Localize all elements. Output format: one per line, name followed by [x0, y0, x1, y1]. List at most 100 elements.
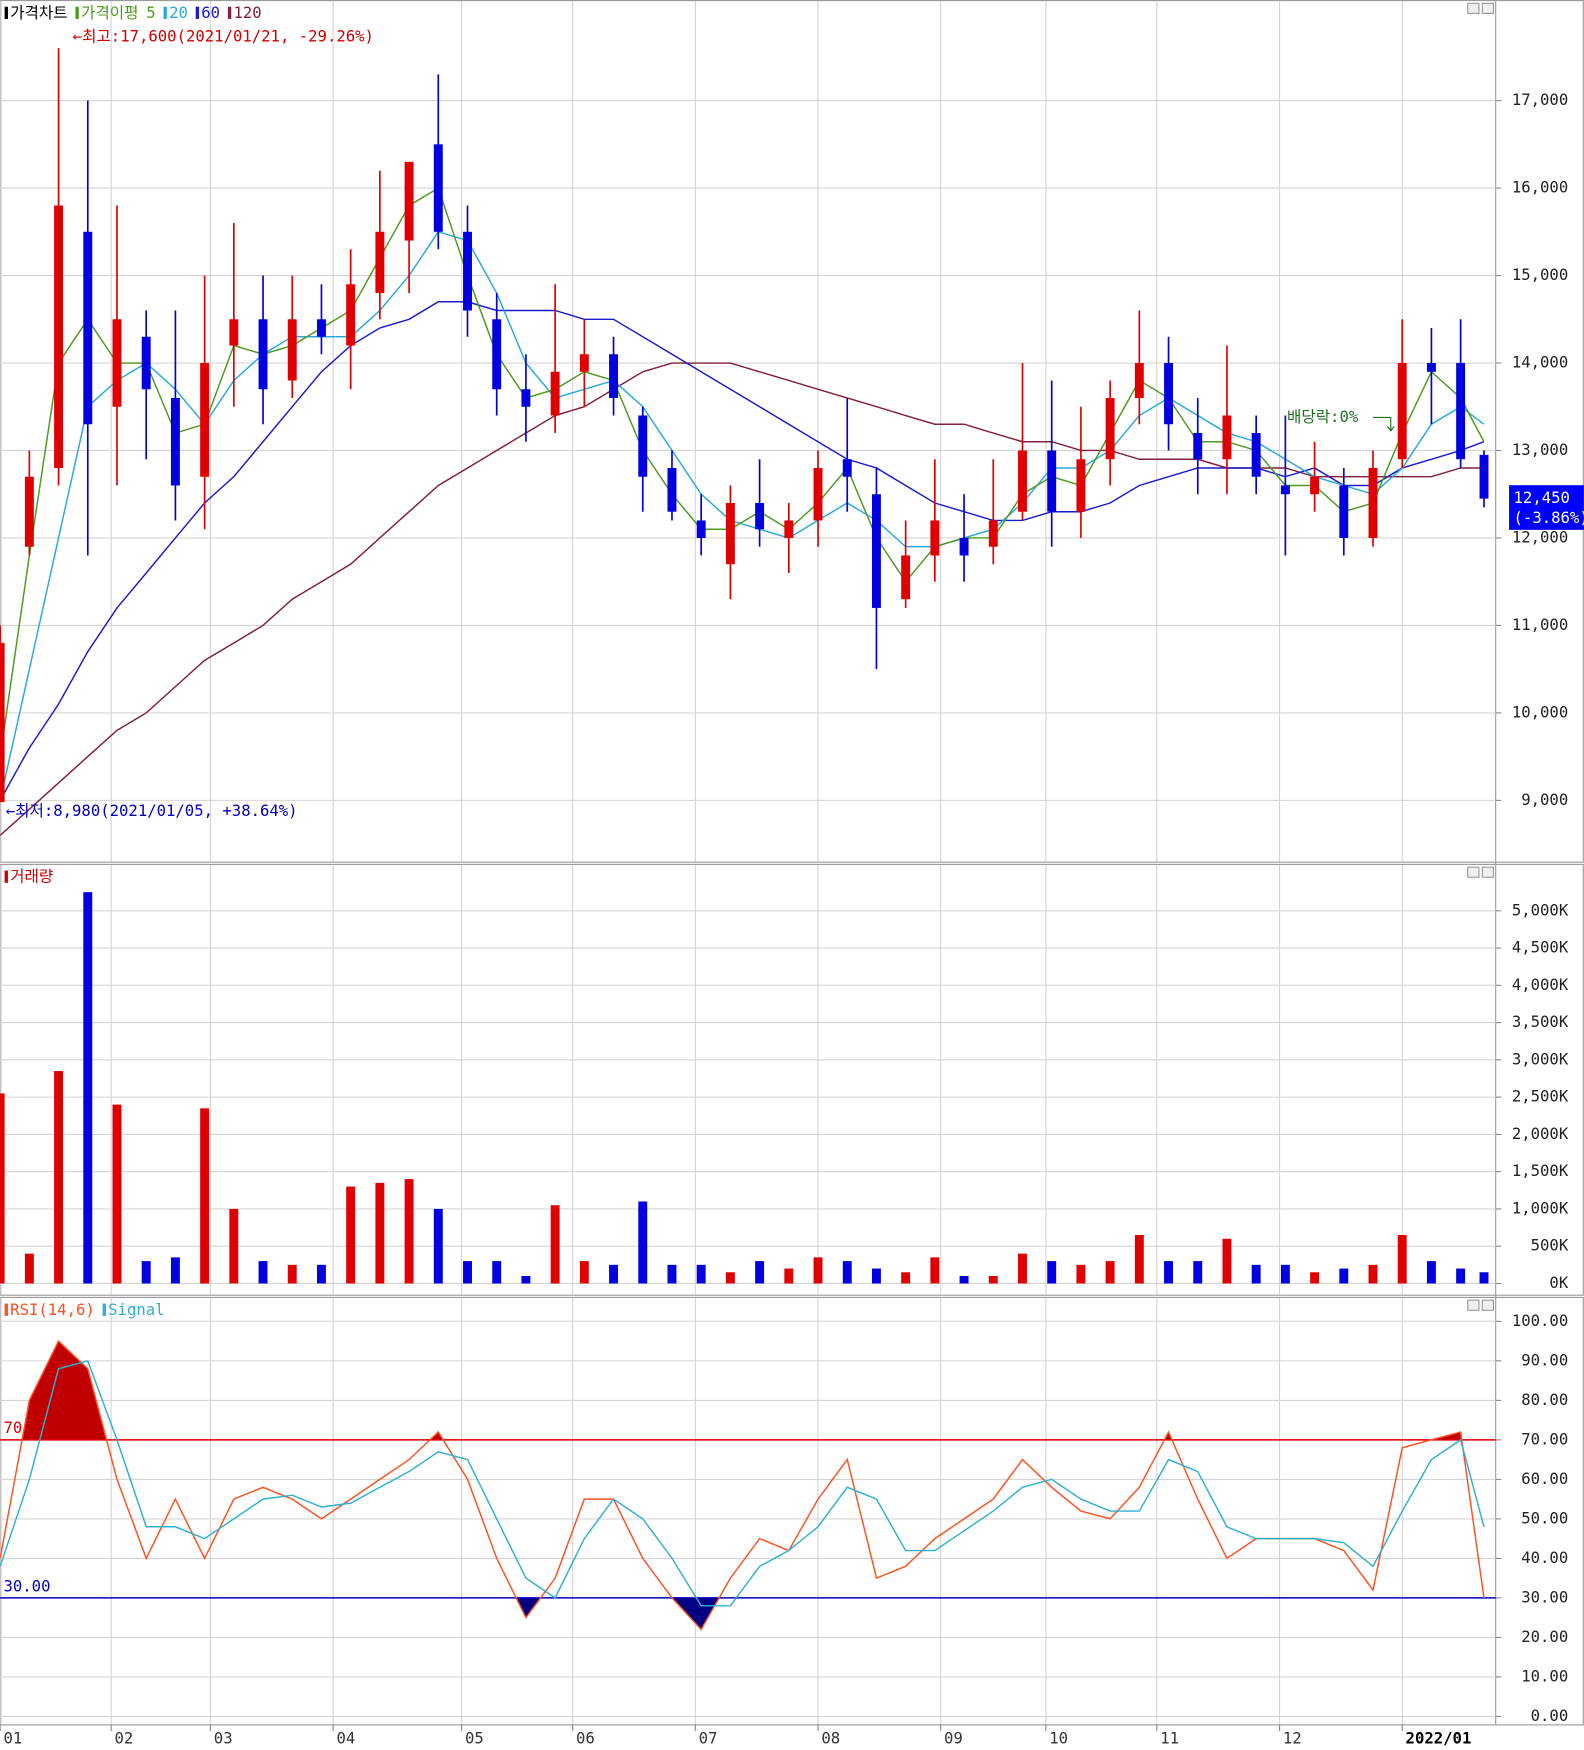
volume-bar	[609, 1264, 619, 1284]
volume-bar	[83, 892, 93, 1284]
volume-bar	[316, 1264, 326, 1284]
volume-bar	[1018, 1253, 1027, 1284]
x-tick-label: 10	[1049, 1729, 1068, 1747]
candle-body	[1426, 363, 1436, 372]
volume-bar	[521, 1276, 531, 1284]
x-tick-label: 06	[576, 1729, 595, 1747]
x-tick-label: 09	[944, 1729, 963, 1747]
candle-body	[83, 231, 93, 425]
y-tick-label: 70.00	[1521, 1430, 1568, 1448]
candle-body	[463, 231, 472, 311]
panel-minimize[interactable]	[1467, 866, 1480, 878]
candle-body	[1134, 363, 1144, 399]
candle-body	[1368, 467, 1378, 538]
volume-bar	[784, 1268, 794, 1284]
y-tick-label: 0.00	[1531, 1707, 1569, 1725]
y-tick-label: 20.00	[1521, 1628, 1568, 1646]
y-tick-label: 5,000K	[1512, 901, 1569, 919]
candle-body	[988, 520, 998, 547]
panel-minimize[interactable]	[1467, 2, 1480, 14]
y-tick-label: 4,000K	[1512, 976, 1569, 994]
y-tick-label: 2,000K	[1512, 1125, 1569, 1143]
panel-minimize[interactable]	[1467, 1299, 1480, 1311]
y-tick-label: 0K	[1549, 1274, 1568, 1292]
volume-bar	[1105, 1261, 1115, 1284]
candle-body	[1310, 476, 1320, 495]
reference-label: 70	[3, 1419, 22, 1437]
volume-bar	[579, 1261, 589, 1284]
x-tick-label: 04	[336, 1729, 355, 1747]
panel-close[interactable]	[1481, 1299, 1495, 1311]
volume-bar	[200, 1108, 210, 1284]
volume-bar	[1076, 1264, 1086, 1284]
y-tick-label: 16,000	[1512, 179, 1568, 197]
volume-bar	[433, 1208, 443, 1284]
x-tick-label: 12	[1283, 1729, 1302, 1747]
volume-bar	[492, 1261, 502, 1284]
y-tick-label: 50.00	[1521, 1509, 1568, 1527]
volume-bar	[901, 1272, 911, 1284]
candle-body	[755, 502, 765, 530]
volume-bar	[638, 1201, 648, 1284]
y-tick-label: 500K	[1531, 1237, 1569, 1255]
reference-label: 30.00	[3, 1577, 50, 1595]
candle-body	[229, 319, 239, 346]
legend-label: 120	[233, 4, 261, 22]
volume-bar	[930, 1257, 940, 1284]
moving-average-line	[0, 301, 1485, 801]
candle-body	[1018, 450, 1027, 512]
volume-bar	[54, 1071, 64, 1284]
volume-bar	[1164, 1261, 1173, 1284]
x-tick-label: 2022/01	[1406, 1729, 1472, 1747]
volume-bar	[24, 1253, 34, 1284]
volume-bar	[258, 1261, 268, 1284]
candle-body	[200, 363, 210, 477]
volume-bar	[229, 1208, 239, 1284]
legend-swatch	[4, 6, 8, 19]
candle-body	[696, 520, 706, 538]
legend-swatch	[195, 6, 200, 19]
candle-body	[1105, 398, 1115, 460]
x-tick-label: 03	[214, 1729, 233, 1747]
candle-body	[1397, 363, 1407, 460]
candle-body	[0, 642, 5, 803]
volume-bar	[959, 1276, 969, 1284]
panel-close[interactable]	[1481, 2, 1495, 14]
y-tick-label: 10,000	[1512, 703, 1568, 721]
volume-bar	[1426, 1261, 1436, 1284]
candle-body	[1456, 363, 1466, 460]
last-price: 12,450	[1514, 489, 1570, 507]
volume-bar	[375, 1182, 385, 1284]
y-tick-label: 10.00	[1521, 1667, 1568, 1685]
y-tick-label: 13,000	[1512, 441, 1568, 459]
volume-bar	[170, 1257, 180, 1284]
candle-body	[492, 319, 502, 390]
legend-swatch	[4, 1303, 8, 1316]
legend-label: 5	[146, 4, 155, 22]
volume-bar	[1251, 1264, 1261, 1284]
volume-bar	[842, 1261, 852, 1284]
annotation: ←최고:17,600(2021/01/21, -29.26%)	[73, 27, 374, 45]
volume-bar	[550, 1205, 560, 1284]
rsi-line	[0, 1359, 1485, 1607]
volume-bar	[813, 1257, 823, 1284]
volume-bar	[1193, 1261, 1203, 1284]
annotation: 배당락:0%	[1287, 408, 1359, 426]
panel-close[interactable]	[1481, 866, 1495, 878]
y-tick-label: 15,000	[1512, 266, 1568, 284]
volume-bar	[988, 1276, 998, 1284]
volume-bar	[1222, 1238, 1232, 1284]
x-tick-label: 11	[1160, 1729, 1179, 1747]
rsi-line	[0, 1339, 1485, 1631]
volume-bar	[871, 1268, 881, 1284]
candle-body	[842, 459, 852, 477]
candle-body	[1222, 415, 1232, 460]
y-tick-label: 9,000	[1521, 791, 1568, 809]
candle-body	[1047, 450, 1057, 512]
y-tick-label: 30.00	[1521, 1588, 1568, 1606]
volume-bar	[1134, 1235, 1144, 1284]
legend-swatch	[4, 870, 8, 883]
y-tick-label: 4,500K	[1512, 939, 1569, 957]
